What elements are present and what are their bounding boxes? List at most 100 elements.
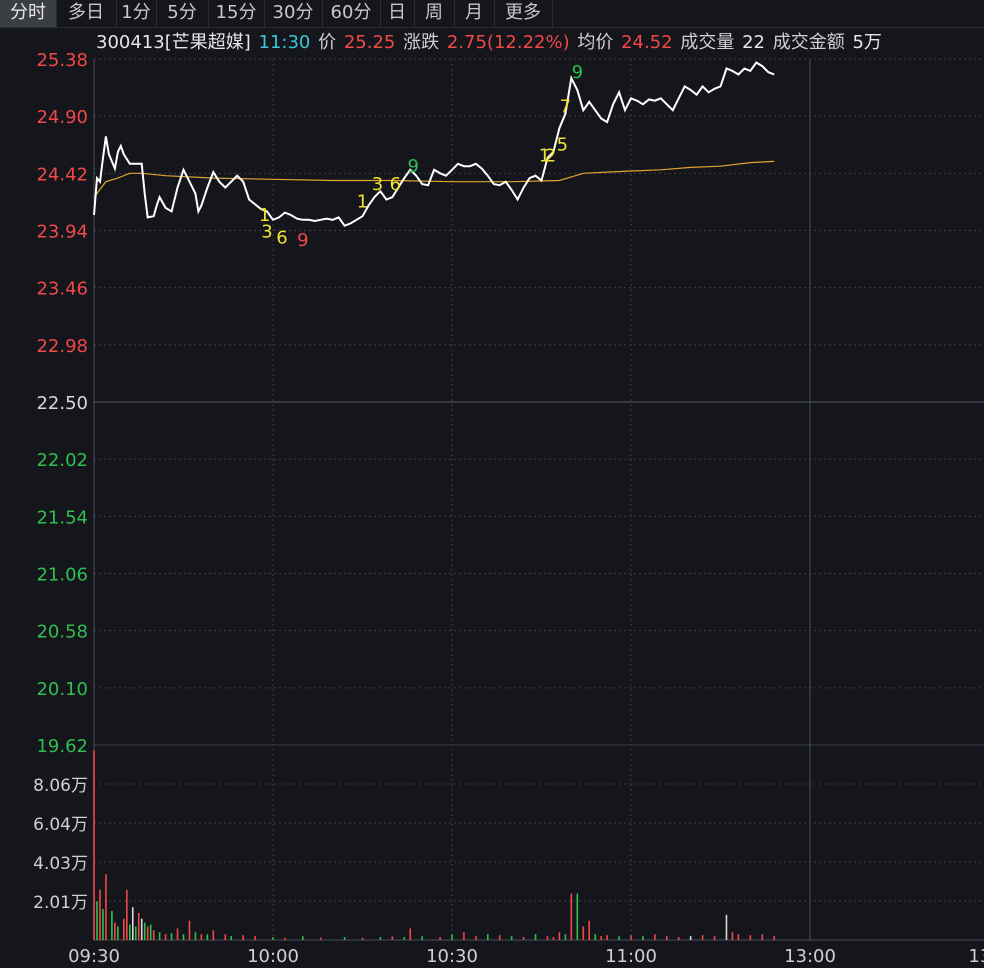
volume-bar	[379, 937, 382, 940]
volume-bar	[254, 936, 256, 940]
y-tick-label: 24.90	[36, 107, 88, 128]
stock-code-name: 300413[芒果超媒]	[96, 32, 251, 53]
y-tick-label: 22.02	[36, 450, 88, 471]
y-tick-label: 22.98	[36, 336, 88, 357]
volume-bar	[439, 937, 441, 940]
volume-bar	[570, 893, 573, 940]
volume-bar	[600, 936, 602, 940]
price-label: 价	[318, 32, 337, 53]
volume-bar	[606, 935, 608, 940]
tab-7[interactable]: 日	[380, 0, 415, 27]
volume-bar	[158, 932, 161, 940]
volume-bar	[487, 934, 489, 940]
tab-1[interactable]: 多日	[56, 0, 117, 27]
volume-bar	[176, 928, 179, 940]
volume-bar	[564, 934, 567, 940]
tab-10[interactable]: 更多	[494, 0, 553, 27]
price-value: 25.25	[343, 32, 396, 53]
volume-bar	[588, 920, 591, 940]
tab-5[interactable]: 30分	[264, 0, 323, 27]
volume-tick-label: 2.01万	[33, 893, 88, 913]
avg-price-value: 24.52	[621, 32, 673, 53]
x-tick-label: 11:00	[605, 946, 657, 967]
volume-bar	[391, 936, 394, 940]
volume-bar	[713, 936, 716, 940]
tab-4[interactable]: 15分	[208, 0, 265, 27]
x-tick-label: 10:30	[426, 946, 478, 967]
tab-9[interactable]: 月	[454, 0, 495, 27]
volume-bar	[594, 934, 596, 940]
volume-bar	[409, 928, 412, 940]
tab-8[interactable]: 周	[414, 0, 455, 27]
volume-bar	[272, 937, 274, 940]
volume-bar	[630, 935, 632, 940]
volume-bar	[105, 874, 107, 940]
tab-3[interactable]: 5分	[156, 0, 209, 27]
volume-bar	[152, 930, 155, 940]
y-tick-label: 20.58	[36, 622, 88, 643]
avg-price-label: 均价	[577, 32, 614, 53]
avg-price-line	[93, 160, 775, 198]
volume-bar	[149, 924, 152, 940]
td-count-label: 1	[259, 205, 270, 226]
td-count-label: 2	[545, 145, 556, 166]
y-tick-label: 20.10	[36, 679, 88, 700]
volume-value: 22	[742, 32, 765, 53]
period-tab-bar: 分时 多日 1分 5分 15分 30分 60分日周月更多	[0, 0, 984, 28]
volume-bar	[689, 936, 692, 940]
volume-bar	[111, 910, 113, 940]
change-label: 涨跌	[403, 32, 440, 53]
price-line	[93, 61, 775, 227]
quote-info-bar: 300413[芒果超媒] 11:30 价 25.25 涨跌 2.75(12.22…	[96, 30, 884, 56]
volume-bar	[99, 889, 101, 940]
volume-tick-label: 6.04万	[33, 815, 88, 835]
y-tick-label: 22.50	[36, 393, 88, 414]
volume-bar	[284, 937, 286, 940]
td-count-label: 3	[261, 222, 272, 243]
volume-bar	[224, 934, 227, 940]
td-count-label: 1	[357, 192, 368, 213]
td-count-label: 9	[297, 230, 308, 251]
y-tick-label: 25.38	[36, 50, 88, 71]
tab-0[interactable]: 分时	[0, 0, 57, 27]
volume-bar	[361, 937, 364, 940]
volume-bar	[93, 750, 95, 940]
change-value: 2.75(12.22%)	[446, 32, 570, 53]
x-tick-label: 13:00	[784, 946, 836, 967]
volume-bar	[137, 912, 140, 940]
amount-value: 5万	[852, 32, 882, 53]
volume-bar	[129, 924, 131, 940]
td-count-label: 6	[390, 174, 401, 195]
volume-bar	[134, 926, 137, 940]
volume-bar	[475, 936, 477, 940]
tab-2[interactable]: 1分	[116, 0, 157, 27]
volume-bar	[534, 934, 537, 940]
amount-label: 成交金额	[772, 32, 845, 53]
volume-label: 成交量	[680, 32, 735, 53]
volume-bar	[242, 935, 244, 940]
volume-bar	[749, 935, 752, 940]
volume-bar	[761, 934, 764, 940]
volume-bar	[510, 936, 513, 940]
volume-bar	[114, 922, 116, 940]
volume-bar	[206, 934, 209, 940]
volume-bar	[164, 934, 167, 940]
volume-bar	[677, 937, 680, 940]
volume-bar	[343, 937, 346, 940]
volume-bar	[463, 932, 465, 940]
volume-bar	[170, 933, 173, 940]
td-count-label: 9	[572, 62, 583, 83]
volume-bar	[618, 936, 620, 940]
volume-bar	[654, 934, 656, 940]
volume-bar	[498, 935, 501, 940]
volume-bar	[558, 932, 561, 940]
quote-time: 11:30	[258, 32, 311, 53]
volume-bar	[143, 922, 146, 940]
x-tick-label: 10:00	[247, 946, 299, 967]
td-count-label: 6	[276, 227, 287, 248]
volume-bar	[131, 907, 134, 940]
volume-bar	[642, 936, 644, 940]
volume-bar	[421, 936, 423, 940]
tab-6[interactable]: 60分	[322, 0, 381, 27]
